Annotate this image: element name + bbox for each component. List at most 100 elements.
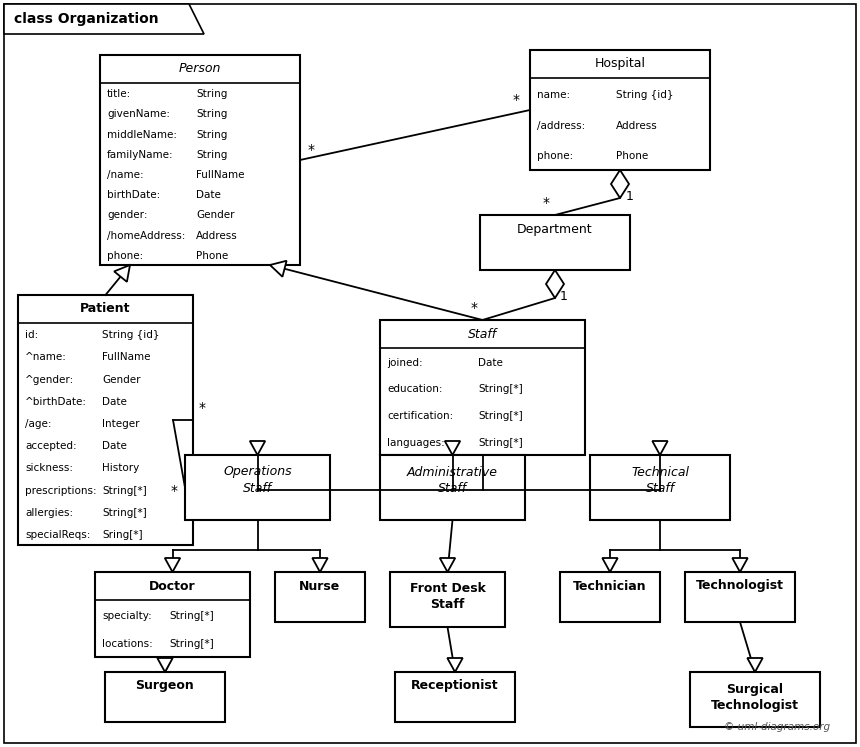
Bar bbox=[560, 572, 660, 622]
Text: locations:: locations: bbox=[102, 639, 153, 649]
Text: *: * bbox=[308, 143, 315, 157]
Text: Department: Department bbox=[517, 223, 593, 235]
Text: String: String bbox=[196, 129, 227, 140]
Text: String {id}: String {id} bbox=[102, 330, 159, 340]
Text: Doctor: Doctor bbox=[149, 580, 196, 592]
Text: © uml-diagrams.org: © uml-diagrams.org bbox=[724, 722, 830, 732]
Bar bbox=[95, 572, 250, 657]
Text: birthDate:: birthDate: bbox=[107, 190, 160, 200]
Text: Person: Person bbox=[179, 63, 221, 75]
Text: String[*]: String[*] bbox=[478, 438, 523, 448]
Text: Operations
Staff: Operations Staff bbox=[224, 465, 292, 495]
Text: Sring[*]: Sring[*] bbox=[102, 530, 143, 540]
Bar bbox=[275, 572, 365, 622]
Text: Phone: Phone bbox=[617, 151, 648, 161]
Bar bbox=[590, 455, 730, 520]
Polygon shape bbox=[114, 265, 130, 282]
Text: ^birthDate:: ^birthDate: bbox=[25, 397, 87, 407]
Bar bbox=[18, 295, 193, 545]
Text: String[*]: String[*] bbox=[478, 411, 523, 421]
Text: prescriptions:: prescriptions: bbox=[25, 486, 96, 495]
Polygon shape bbox=[447, 658, 463, 672]
Text: Administrative
Staff: Administrative Staff bbox=[407, 465, 498, 495]
Text: 1: 1 bbox=[626, 190, 634, 203]
Text: specialty:: specialty: bbox=[102, 611, 151, 621]
Polygon shape bbox=[157, 658, 173, 672]
Text: *: * bbox=[199, 401, 206, 415]
Text: *: * bbox=[543, 196, 550, 210]
Text: phone:: phone: bbox=[537, 151, 574, 161]
Text: ^gender:: ^gender: bbox=[25, 374, 74, 385]
Polygon shape bbox=[611, 170, 629, 198]
Text: Gender: Gender bbox=[196, 211, 235, 220]
Bar bbox=[530, 50, 710, 170]
Bar bbox=[390, 572, 505, 627]
Text: Technologist: Technologist bbox=[696, 580, 784, 592]
Text: Nurse: Nurse bbox=[299, 580, 341, 592]
Text: certification:: certification: bbox=[387, 411, 453, 421]
Text: String {id}: String {id} bbox=[617, 90, 674, 100]
Polygon shape bbox=[249, 441, 265, 455]
Polygon shape bbox=[439, 558, 455, 572]
Text: /age:: /age: bbox=[25, 419, 52, 429]
Text: familyName:: familyName: bbox=[107, 150, 174, 160]
Bar bbox=[685, 572, 795, 622]
Polygon shape bbox=[165, 558, 181, 572]
Text: String: String bbox=[196, 150, 227, 160]
Text: allergies:: allergies: bbox=[25, 508, 73, 518]
Text: Front Desk
Staff: Front Desk Staff bbox=[409, 583, 485, 612]
Bar bbox=[480, 215, 630, 270]
Text: Address: Address bbox=[617, 120, 658, 131]
Text: Integer: Integer bbox=[102, 419, 139, 429]
Text: Surgeon: Surgeon bbox=[136, 680, 194, 692]
Text: title:: title: bbox=[107, 89, 132, 99]
Bar bbox=[100, 55, 300, 265]
Text: ^name:: ^name: bbox=[25, 353, 67, 362]
Text: sickness:: sickness: bbox=[25, 463, 73, 474]
Text: middleName:: middleName: bbox=[107, 129, 177, 140]
Text: gender:: gender: bbox=[107, 211, 148, 220]
Text: String[*]: String[*] bbox=[169, 639, 214, 649]
Text: Hospital: Hospital bbox=[594, 58, 646, 70]
Text: Receptionist: Receptionist bbox=[411, 680, 499, 692]
Text: /name:: /name: bbox=[107, 170, 144, 180]
Text: String: String bbox=[196, 89, 227, 99]
Bar bbox=[690, 672, 820, 727]
Text: Patient: Patient bbox=[80, 303, 131, 315]
Polygon shape bbox=[747, 658, 763, 672]
Text: joined:: joined: bbox=[387, 358, 422, 368]
Text: accepted:: accepted: bbox=[25, 441, 77, 451]
Text: String[*]: String[*] bbox=[102, 486, 147, 495]
Text: String: String bbox=[196, 109, 227, 120]
Text: id:: id: bbox=[25, 330, 38, 340]
Text: givenName:: givenName: bbox=[107, 109, 170, 120]
Text: Date: Date bbox=[102, 441, 127, 451]
Polygon shape bbox=[546, 270, 564, 298]
Text: Date: Date bbox=[196, 190, 221, 200]
Polygon shape bbox=[602, 558, 617, 572]
Text: String[*]: String[*] bbox=[169, 611, 214, 621]
Polygon shape bbox=[270, 261, 286, 276]
Text: languages:: languages: bbox=[387, 438, 445, 448]
Text: education:: education: bbox=[387, 385, 443, 394]
Text: Gender: Gender bbox=[102, 374, 140, 385]
Text: Date: Date bbox=[478, 358, 503, 368]
Text: *: * bbox=[171, 485, 178, 498]
Text: phone:: phone: bbox=[107, 251, 144, 261]
Text: Phone: Phone bbox=[196, 251, 228, 261]
Bar bbox=[380, 320, 585, 455]
Text: /address:: /address: bbox=[537, 120, 586, 131]
Text: Date: Date bbox=[102, 397, 127, 407]
Bar bbox=[185, 455, 330, 520]
Polygon shape bbox=[652, 441, 667, 455]
Polygon shape bbox=[733, 558, 747, 572]
Text: name:: name: bbox=[537, 90, 570, 100]
Text: History: History bbox=[102, 463, 139, 474]
Text: String[*]: String[*] bbox=[102, 508, 147, 518]
Bar bbox=[105, 672, 225, 722]
Text: specialReqs:: specialReqs: bbox=[25, 530, 90, 540]
Text: FullName: FullName bbox=[196, 170, 244, 180]
Polygon shape bbox=[312, 558, 328, 572]
Text: *: * bbox=[470, 301, 477, 315]
Text: class Organization: class Organization bbox=[14, 12, 158, 26]
